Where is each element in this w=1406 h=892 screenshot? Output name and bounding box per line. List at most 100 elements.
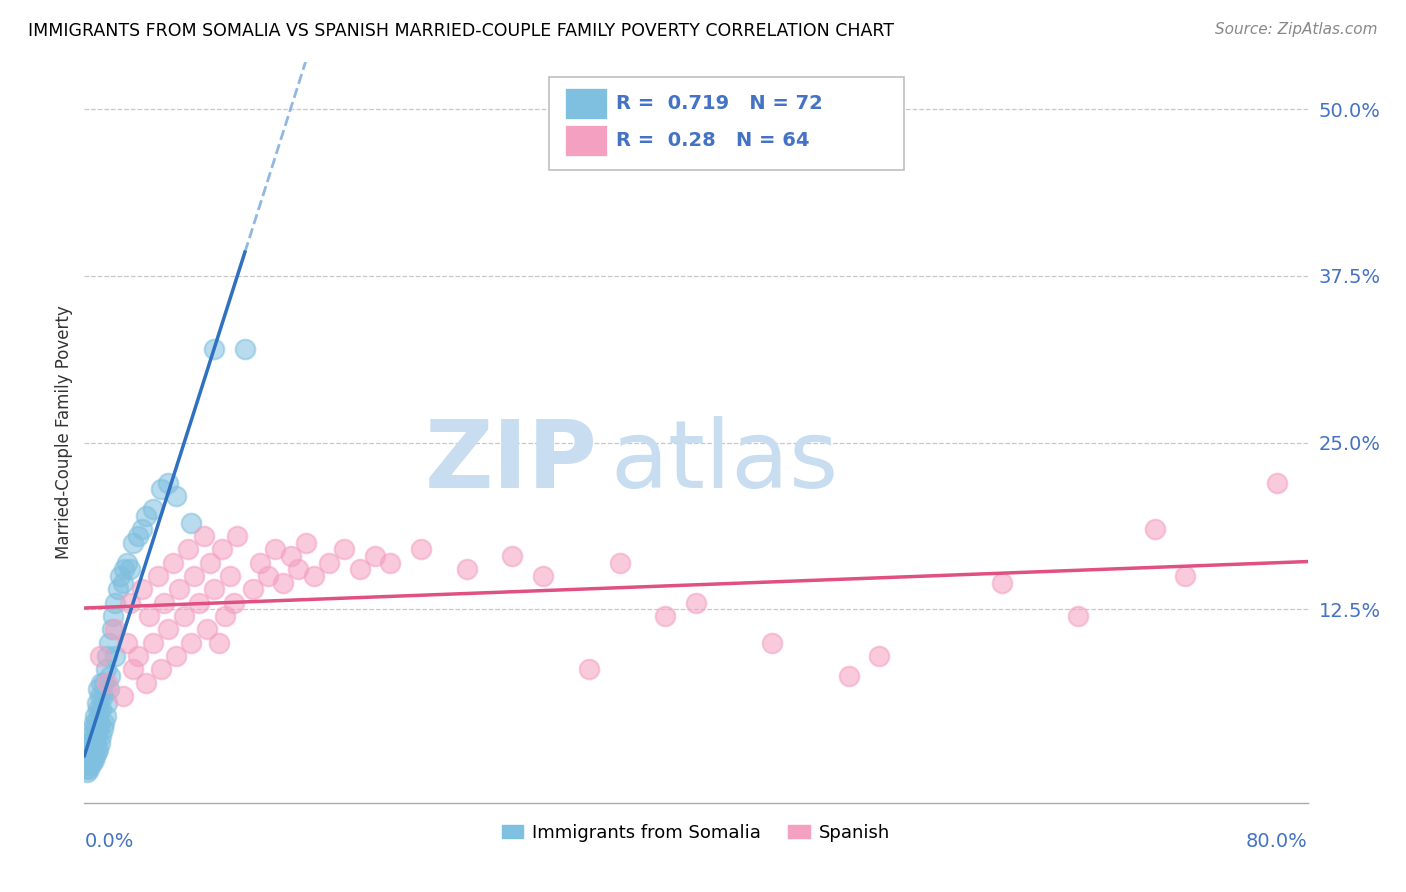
Point bbox=[264, 542, 287, 557]
Point bbox=[79, 758, 101, 772]
Point bbox=[318, 556, 340, 570]
Point bbox=[333, 542, 356, 557]
Text: 80.0%: 80.0% bbox=[1246, 832, 1308, 852]
Point bbox=[120, 596, 142, 610]
Point bbox=[167, 582, 190, 597]
Text: IMMIGRANTS FROM SOMALIA VS SPANISH MARRIED-COUPLE FAMILY POVERTY CORRELATION CHA: IMMIGRANTS FROM SOMALIA VS SPANISH MARRI… bbox=[28, 22, 894, 40]
Point bbox=[79, 749, 101, 764]
Point bbox=[142, 636, 165, 650]
Point bbox=[87, 682, 110, 697]
Point bbox=[111, 575, 134, 590]
Point bbox=[89, 715, 111, 730]
Point bbox=[127, 648, 149, 663]
Point bbox=[77, 763, 100, 777]
Point bbox=[90, 675, 112, 690]
Text: Source: ZipAtlas.com: Source: ZipAtlas.com bbox=[1215, 22, 1378, 37]
Point bbox=[98, 669, 121, 683]
Point bbox=[94, 709, 117, 723]
Point bbox=[195, 623, 218, 637]
Point bbox=[131, 522, 153, 536]
Point bbox=[80, 745, 103, 759]
Point bbox=[183, 569, 205, 583]
Point bbox=[198, 556, 221, 570]
Point bbox=[165, 489, 187, 503]
Point bbox=[685, 596, 707, 610]
Point bbox=[89, 736, 111, 750]
Point bbox=[302, 569, 325, 583]
Point bbox=[101, 623, 124, 637]
Point bbox=[76, 749, 98, 764]
Point bbox=[91, 689, 114, 703]
Point bbox=[83, 742, 105, 756]
Point bbox=[122, 662, 145, 676]
Point bbox=[86, 713, 108, 727]
Point bbox=[761, 636, 783, 650]
FancyBboxPatch shape bbox=[565, 88, 606, 120]
Point bbox=[456, 562, 478, 576]
Point bbox=[271, 575, 294, 590]
Point bbox=[202, 582, 225, 597]
Point bbox=[86, 745, 108, 759]
Text: R =  0.719   N = 72: R = 0.719 N = 72 bbox=[616, 94, 823, 112]
Text: 0.0%: 0.0% bbox=[84, 832, 134, 852]
Point bbox=[218, 569, 240, 583]
Point bbox=[180, 636, 202, 650]
Point bbox=[91, 723, 114, 737]
Point bbox=[115, 636, 138, 650]
Point bbox=[364, 549, 387, 563]
Point bbox=[87, 702, 110, 716]
Point bbox=[93, 675, 115, 690]
Point bbox=[77, 745, 100, 759]
Point bbox=[138, 609, 160, 624]
Point bbox=[108, 569, 131, 583]
Point bbox=[96, 648, 118, 663]
Point bbox=[242, 582, 264, 597]
Point bbox=[208, 636, 231, 650]
Point bbox=[122, 535, 145, 549]
Point bbox=[104, 623, 127, 637]
Point bbox=[654, 609, 676, 624]
Point bbox=[153, 596, 176, 610]
Point bbox=[79, 729, 101, 743]
Point bbox=[1143, 522, 1166, 536]
Point bbox=[131, 582, 153, 597]
Point bbox=[86, 729, 108, 743]
Point bbox=[75, 763, 97, 777]
Point bbox=[211, 542, 233, 557]
Point bbox=[90, 702, 112, 716]
Point bbox=[162, 556, 184, 570]
Point bbox=[84, 736, 107, 750]
Point bbox=[1265, 475, 1288, 490]
Point bbox=[96, 675, 118, 690]
Point bbox=[149, 483, 172, 497]
Point bbox=[76, 765, 98, 780]
Point bbox=[77, 736, 100, 750]
Point bbox=[257, 569, 280, 583]
FancyBboxPatch shape bbox=[550, 78, 904, 169]
Point bbox=[83, 753, 105, 767]
Y-axis label: Married-Couple Family Poverty: Married-Couple Family Poverty bbox=[55, 306, 73, 559]
Point bbox=[287, 562, 309, 576]
Point bbox=[226, 529, 249, 543]
Text: R =  0.28   N = 64: R = 0.28 N = 64 bbox=[616, 130, 810, 150]
Point bbox=[97, 636, 120, 650]
Point bbox=[120, 562, 142, 576]
Point bbox=[578, 662, 600, 676]
Point bbox=[991, 575, 1014, 590]
Point bbox=[609, 556, 631, 570]
Point bbox=[84, 723, 107, 737]
Point bbox=[97, 682, 120, 697]
Point bbox=[79, 739, 101, 754]
Point bbox=[83, 731, 105, 746]
Point bbox=[76, 742, 98, 756]
Point bbox=[84, 749, 107, 764]
Point bbox=[1067, 609, 1090, 624]
Point bbox=[380, 556, 402, 570]
Point bbox=[135, 508, 157, 523]
Point bbox=[177, 542, 200, 557]
Point bbox=[93, 715, 115, 730]
Point bbox=[149, 662, 172, 676]
Point bbox=[1174, 569, 1197, 583]
Point bbox=[193, 529, 215, 543]
Point bbox=[349, 562, 371, 576]
